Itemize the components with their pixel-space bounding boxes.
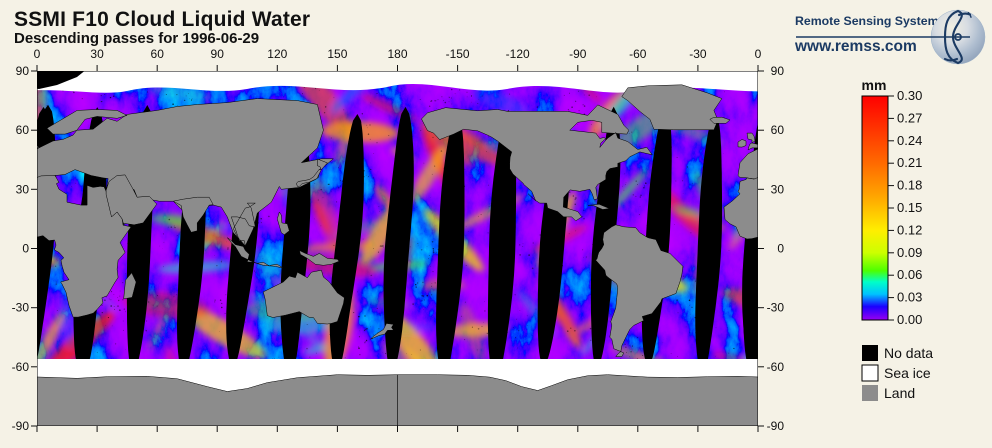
svg-text:www.remss.com: www.remss.com [794, 38, 917, 55]
svg-text:Remote Sensing Systems: Remote Sensing Systems [795, 14, 946, 28]
